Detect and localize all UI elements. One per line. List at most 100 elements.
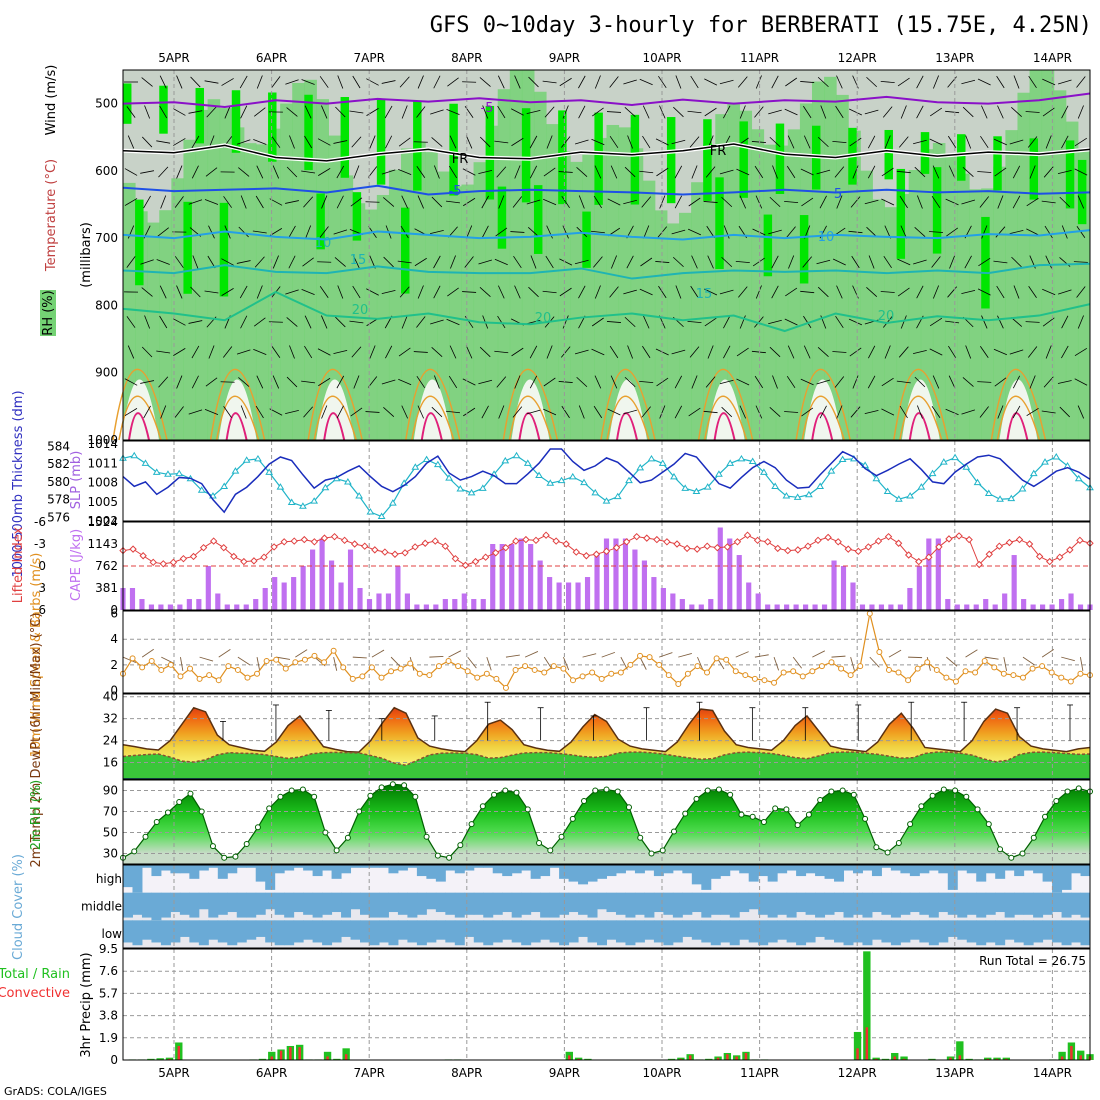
wind10-line-point xyxy=(311,652,318,659)
cloud-cell-middle xyxy=(255,892,266,915)
wind10-line-point xyxy=(263,657,270,664)
wind-barb xyxy=(288,225,296,239)
li-line-point xyxy=(401,549,409,557)
cloud-cell-middle xyxy=(540,892,551,918)
cloud-cell-high xyxy=(578,865,589,885)
wind-barb xyxy=(498,195,505,209)
wind-barb xyxy=(719,79,734,85)
wind10-barb xyxy=(505,654,520,658)
x-tick-label: 8APR xyxy=(451,1066,482,1080)
y-tick-label: 3.8 xyxy=(99,1009,118,1023)
wind10-line-point xyxy=(704,669,711,676)
isotherm-15 xyxy=(122,262,1091,280)
cloud-cell-high xyxy=(852,865,863,874)
wind-barb xyxy=(929,138,943,146)
rh-band-mid xyxy=(546,124,559,441)
wind-barb xyxy=(849,347,862,357)
cloud-cell-high xyxy=(938,865,949,874)
contour-label: 15 xyxy=(350,253,367,268)
wind-barb xyxy=(947,135,957,149)
wind10-line-point xyxy=(790,668,797,675)
cloud-cell-middle xyxy=(748,892,759,910)
y-tick-label-right: 1002 xyxy=(87,514,118,528)
li-line-point xyxy=(834,538,842,546)
wind-barb xyxy=(365,201,380,203)
wind-barb xyxy=(1059,406,1071,418)
wind-barb xyxy=(574,259,589,265)
wind-barb xyxy=(784,318,798,326)
rh-band-high xyxy=(558,110,567,205)
wind-barb xyxy=(962,106,974,118)
wind-barb xyxy=(996,285,1005,299)
wind10-line-point xyxy=(723,656,730,663)
cloud-cell-high xyxy=(549,865,560,868)
cloud-cell-high xyxy=(615,865,626,874)
wind-barb xyxy=(481,195,489,209)
wind-barb xyxy=(188,320,203,324)
wind-barb xyxy=(816,379,831,385)
wind-barb xyxy=(752,228,766,236)
wind-barb xyxy=(673,106,684,118)
cape-bar xyxy=(584,577,591,610)
cloud-cell-low xyxy=(653,920,664,943)
wind-barb xyxy=(397,260,412,264)
wind-barb xyxy=(1025,321,1040,323)
cape-bar xyxy=(641,560,648,610)
y-tick-label-right: 381 xyxy=(95,581,118,595)
wind-barb xyxy=(1009,349,1024,355)
precip-conv-bar xyxy=(1079,1055,1082,1060)
isotherm-FR xyxy=(122,143,1091,162)
temp-contour-30 xyxy=(508,395,553,441)
wind-barb xyxy=(849,137,862,147)
wind-barb xyxy=(561,195,570,209)
rh-band-mid xyxy=(666,223,680,440)
wind-barb xyxy=(253,348,267,356)
rh-shading xyxy=(123,70,1091,441)
wind-barb xyxy=(739,405,747,419)
panel-border xyxy=(122,521,1091,611)
cape-bar xyxy=(471,599,477,610)
cape-bar xyxy=(556,582,562,610)
cloud-cell-high xyxy=(435,865,446,882)
wind-barb xyxy=(321,405,328,419)
wind-barb xyxy=(173,138,186,146)
wind-barb xyxy=(302,257,314,267)
slp-line-point xyxy=(917,483,926,490)
rh-line-point xyxy=(142,833,149,840)
wind-barb xyxy=(240,195,247,209)
wind-barb xyxy=(993,138,1007,146)
slp-line-point xyxy=(872,474,881,482)
x-tick-label: 10APR xyxy=(642,1066,681,1080)
rh-line-point xyxy=(828,788,835,795)
thickness-line xyxy=(122,448,1091,514)
cloud-cell-low xyxy=(303,920,314,940)
wind10-barb xyxy=(371,649,385,658)
precip-label: 3hr Precip (mm) xyxy=(79,952,94,1057)
cape-bar xyxy=(916,566,922,610)
rh-line-point xyxy=(760,819,767,825)
cape-bar xyxy=(328,560,335,610)
wind-barb xyxy=(1013,285,1020,299)
wind-barb xyxy=(945,408,959,416)
cloud-cell-low xyxy=(170,920,181,943)
precip-conv-bar xyxy=(958,1055,962,1060)
rh-band-high xyxy=(630,114,640,205)
cape-bar xyxy=(888,604,894,610)
cloud-cell-high xyxy=(966,865,977,874)
li-line-point xyxy=(602,547,611,556)
rh-line-point xyxy=(637,834,644,841)
wind-barb xyxy=(623,409,637,415)
slp-line-point xyxy=(973,478,982,486)
wind-barb xyxy=(835,105,844,119)
cape-bar xyxy=(840,566,847,610)
wind-barb xyxy=(691,375,698,389)
wind-barb xyxy=(1009,229,1024,235)
wind-barb xyxy=(721,256,733,268)
wind10-line-point xyxy=(675,681,682,688)
wind-barb xyxy=(931,406,941,418)
rh-line-point xyxy=(131,848,138,855)
cloud-cell-middle xyxy=(265,892,276,910)
wind-barb xyxy=(478,170,493,174)
wind10-barb xyxy=(276,656,291,660)
y-tick-label: 576 xyxy=(47,510,70,524)
